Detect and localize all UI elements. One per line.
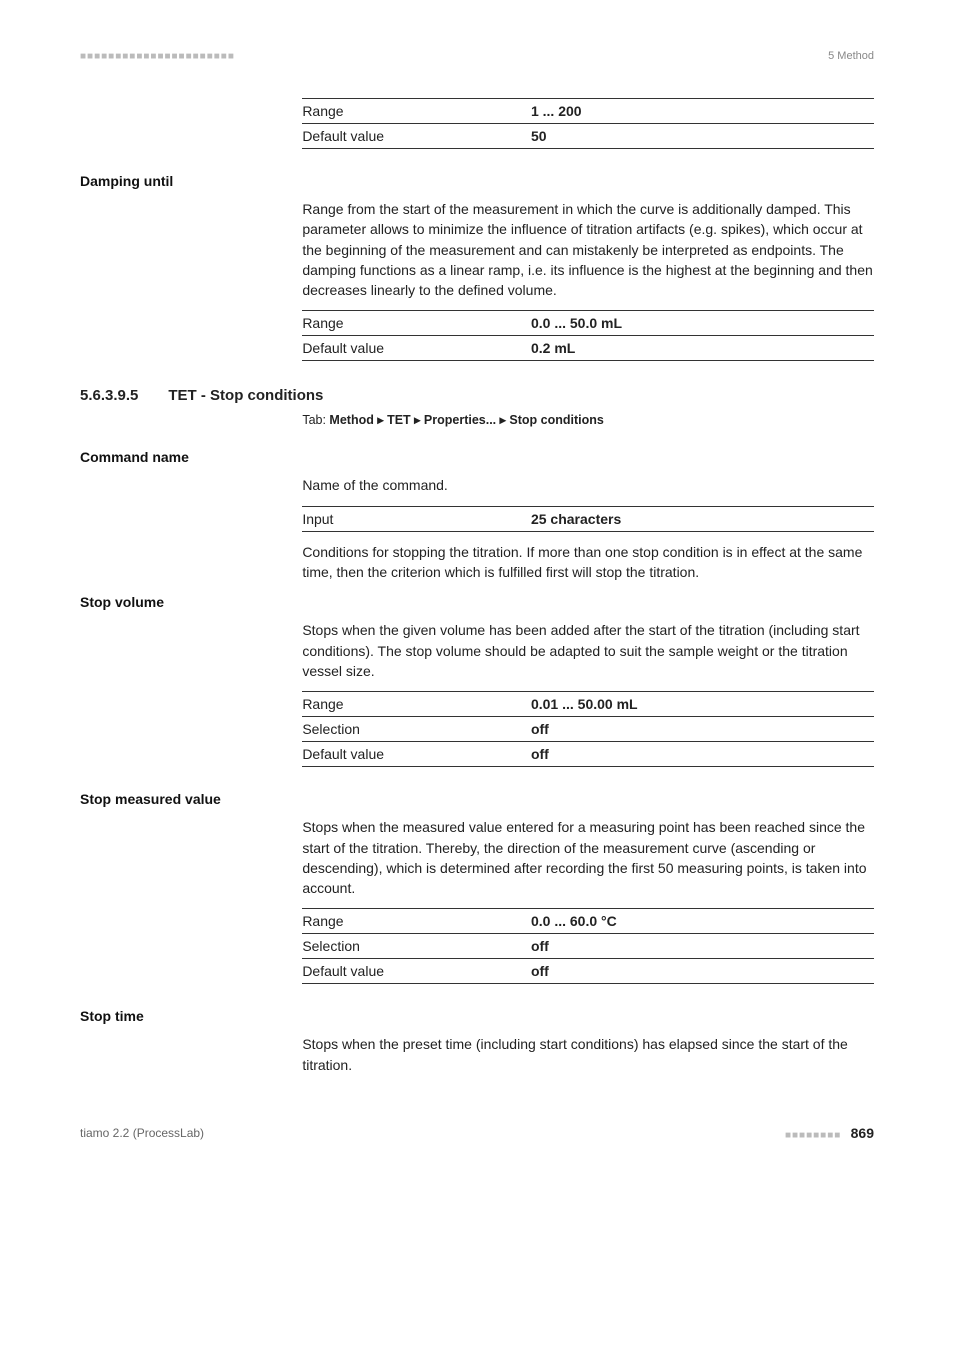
table-row: Default value 0.2 mL bbox=[302, 336, 874, 361]
section-title: TET - Stop conditions bbox=[168, 387, 323, 404]
row-value: off bbox=[531, 717, 874, 742]
input-value: 25 characters bbox=[531, 511, 621, 527]
tab-path: Method ▸ TET ▸ Properties... ▸ Stop cond… bbox=[329, 413, 603, 427]
row-label: Default value bbox=[302, 336, 531, 361]
row-label: Default value bbox=[302, 742, 531, 767]
row-label: Default value bbox=[302, 124, 531, 149]
stop-time-text: Stops when the preset time (including st… bbox=[302, 1034, 874, 1075]
damping-until-text: Range from the start of the measurement … bbox=[302, 199, 874, 300]
footer-dashes: ■■■■■■■■ bbox=[785, 1130, 841, 1141]
table-row: Default value 50 bbox=[302, 124, 874, 149]
input-label: Input bbox=[302, 511, 531, 527]
stop-measured-value-text: Stops when the measured value entered fo… bbox=[302, 817, 874, 898]
command-name-input-row: Input 25 characters bbox=[302, 506, 874, 532]
stop-volume-text: Stops when the given volume has been add… bbox=[302, 620, 874, 681]
damping-until-heading: Damping until bbox=[80, 173, 874, 189]
row-label: Range bbox=[302, 692, 531, 717]
table-row: Range 0.0 ... 60.0 °C bbox=[302, 909, 874, 934]
row-value: 0.01 ... 50.00 mL bbox=[531, 692, 874, 717]
footer-product: tiamo 2.2 (ProcessLab) bbox=[80, 1126, 204, 1140]
page-header: ■■■■■■■■■■■■■■■■■■■■■■ 5 Method bbox=[80, 50, 874, 62]
table-row: Range 1 ... 200 bbox=[302, 99, 874, 124]
table-row: Selection off bbox=[302, 717, 874, 742]
page-footer: tiamo 2.2 (ProcessLab) ■■■■■■■■ 869 bbox=[0, 1125, 954, 1171]
table-row: Range 0.01 ... 50.00 mL bbox=[302, 692, 874, 717]
row-label: Default value bbox=[302, 959, 531, 984]
command-name-text-2: Conditions for stopping the titration. I… bbox=[302, 542, 874, 583]
table-row: Selection off bbox=[302, 934, 874, 959]
command-name-heading: Command name bbox=[80, 449, 874, 465]
stop-volume-table: Range 0.01 ... 50.00 mL Selection off De… bbox=[302, 691, 874, 767]
table-row: Default value off bbox=[302, 742, 874, 767]
row-label: Selection bbox=[302, 934, 531, 959]
row-value: 0.2 mL bbox=[531, 336, 874, 361]
stop-volume-heading: Stop volume bbox=[80, 594, 874, 610]
table-row: Range 0.0 ... 50.0 mL bbox=[302, 311, 874, 336]
command-name-text-1: Name of the command. bbox=[302, 475, 874, 495]
row-value: 50 bbox=[531, 124, 874, 149]
section-5-6-3-9-5-heading: 5.6.3.9.5 TET - Stop conditions bbox=[80, 387, 874, 404]
row-value: 0.0 ... 60.0 °C bbox=[531, 909, 874, 934]
tab-prefix: Tab: bbox=[302, 413, 329, 427]
row-value: off bbox=[531, 934, 874, 959]
footer-page-number: 869 bbox=[851, 1125, 874, 1141]
row-label: Range bbox=[302, 909, 531, 934]
row-value: off bbox=[531, 742, 874, 767]
table-row: Default value off bbox=[302, 959, 874, 984]
row-value: 0.0 ... 50.0 mL bbox=[531, 311, 874, 336]
stop-time-heading: Stop time bbox=[80, 1008, 874, 1024]
row-label: Range bbox=[302, 99, 531, 124]
row-value: 1 ... 200 bbox=[531, 99, 874, 124]
tab-path-line: Tab: Method ▸ TET ▸ Properties... ▸ Stop… bbox=[302, 412, 874, 427]
header-chapter: 5 Method bbox=[828, 50, 874, 62]
row-label: Selection bbox=[302, 717, 531, 742]
range-default-table-1: Range 1 ... 200 Default value 50 bbox=[302, 98, 874, 149]
section-number: 5.6.3.9.5 bbox=[80, 387, 138, 404]
stop-measured-value-table: Range 0.0 ... 60.0 °C Selection off Defa… bbox=[302, 908, 874, 984]
stop-measured-value-heading: Stop measured value bbox=[80, 791, 874, 807]
header-dashes: ■■■■■■■■■■■■■■■■■■■■■■ bbox=[80, 51, 235, 62]
damping-until-table: Range 0.0 ... 50.0 mL Default value 0.2 … bbox=[302, 310, 874, 361]
row-label: Range bbox=[302, 311, 531, 336]
row-value: off bbox=[531, 959, 874, 984]
